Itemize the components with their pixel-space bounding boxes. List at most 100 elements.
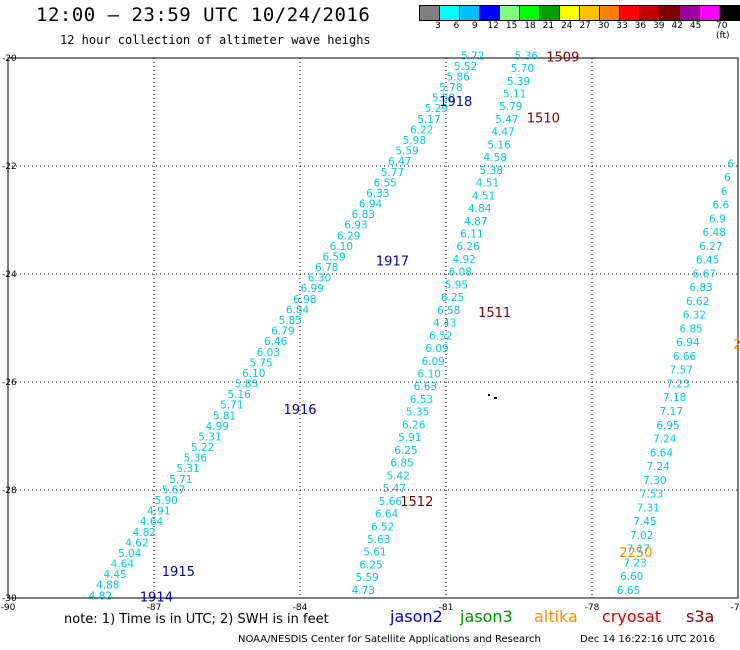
wave-height-value: 6.09 — [421, 356, 444, 368]
legend-item-jason2: jason2 — [390, 607, 443, 626]
wave-height-value: 4.64 — [140, 516, 164, 528]
wave-height-value: 6.83 — [352, 209, 375, 221]
pass-time-label: 1915 — [162, 565, 195, 580]
wave-height-value: 5.47 — [383, 483, 406, 495]
generation-timestamp: Dec 14 16:22:16 UTC 2016 — [580, 634, 715, 645]
wave-height-value: 5.04 — [118, 548, 142, 560]
wave-height-value: 4.58 — [484, 152, 507, 164]
pass-time-label: 1916 — [283, 403, 316, 418]
wave-height-value: 6.84 — [286, 304, 310, 316]
wave-height-value: 5.31 — [176, 463, 199, 475]
wave-height-value: 4.87 — [464, 216, 487, 228]
wave-height-value: 6.94 — [676, 337, 700, 349]
y-tick-label: -28 — [2, 486, 17, 496]
y-tick-label: -20 — [2, 54, 17, 64]
wave-height-value: 6.9 — [709, 213, 726, 225]
wave-height-value: 6.25 — [441, 292, 464, 304]
wave-height-value: 6.47 — [388, 156, 411, 168]
wave-height-value: 6.66 — [673, 351, 697, 363]
x-tick-label: -90 — [1, 603, 16, 613]
y-tick-label: -30 — [2, 594, 17, 604]
wave-height-value: 5.22 — [191, 442, 214, 454]
wave-height-value: 6.11 — [460, 229, 483, 241]
wave-height-value: 5.59 — [395, 146, 418, 158]
wave-height-value: 6.53 — [410, 394, 433, 406]
y-tick-label: -24 — [2, 270, 17, 280]
color-scale-label: 36 — [634, 21, 647, 31]
wave-height-value: 4.99 — [206, 421, 229, 433]
wave-height-value: 5.85 — [279, 315, 302, 327]
wave-height-value: 6.48 — [703, 227, 726, 239]
wave-height-value: 6.78 — [315, 262, 338, 274]
wave-height-value: 7.53 — [640, 489, 663, 501]
pass-time-label: 1509 — [546, 50, 579, 65]
wave-height-value: 6.58 — [437, 305, 460, 317]
wave-height-value: 5.42 — [387, 470, 410, 482]
wave-height-value: 4.51 — [476, 178, 499, 190]
map-title: 12:00 – 23:59 UTC 10/24/2016 — [36, 4, 371, 26]
wave-height-value: 4.82 — [133, 527, 156, 539]
color-scale-label: 3 — [435, 21, 441, 31]
wave-height-value: 6.10 — [418, 369, 441, 381]
wave-height-value: 5.52 — [454, 61, 477, 73]
wave-height-value: 5.58 — [432, 93, 455, 105]
wave-height-value: 6.85 — [679, 323, 702, 335]
wave-height-value: 6.26 — [456, 241, 480, 253]
wave-height-value: 6.63 — [414, 381, 437, 393]
wave-height-value: 4.64 — [111, 559, 135, 571]
wave-height-value: 6.10 — [242, 368, 265, 380]
wave-height-value: 6.26 — [402, 419, 426, 431]
wave-height-value: 6.94 — [359, 199, 383, 211]
wave-height-value: 6.45 — [696, 255, 719, 267]
wave-height-value: 5.16 — [227, 389, 251, 401]
wave-height-value: 4.84 — [468, 203, 492, 215]
wave-height-value: 6.29 — [337, 230, 360, 242]
map-frame — [7, 57, 739, 599]
wave-height-value: 5.39 — [507, 76, 530, 88]
y-tick-label: -26 — [2, 378, 17, 388]
wave-height-value: 7.18 — [663, 392, 686, 404]
wave-height-value: 4.92 — [452, 254, 475, 266]
wave-height-value: 5.31 — [198, 431, 221, 443]
stray-mark — [494, 397, 497, 399]
wave-height-value: 5.79 — [499, 101, 522, 113]
legend-item-altika: altika — [534, 607, 578, 626]
wave-height-value: 6.64 — [650, 447, 674, 459]
color-scale-label: 6 — [453, 21, 460, 31]
pass-time-label: 2250 — [619, 546, 652, 561]
wave-height-value: 6 — [727, 158, 734, 170]
wave-height-value: 5.90 — [154, 495, 177, 507]
wave-height-value: 5.36 — [515, 50, 539, 62]
color-scale-label: 9 — [471, 21, 478, 31]
wave-height-value: 4.51 — [472, 190, 495, 202]
wave-height-value: 7.30 — [643, 475, 666, 487]
wave-height-value: 6.83 — [689, 282, 712, 294]
legend-item-s3a: s3a — [686, 607, 715, 626]
color-scale-label: 33 — [616, 21, 628, 31]
color-scale-label: 15 — [505, 21, 518, 31]
wave-height-value: 5.29 — [425, 103, 448, 115]
wave-height-value: 5.36 — [184, 453, 208, 465]
pass-time-label: 1510 — [527, 111, 560, 126]
wave-height-value: 5.72 — [461, 50, 484, 62]
color-scale-label: 27 — [579, 21, 591, 31]
pass-time-label-partial: 2 — [733, 338, 740, 353]
wave-height-value: 5.75 — [249, 357, 272, 369]
wave-height-value: 4.47 — [491, 127, 514, 139]
wave-height-value: 5.71 — [220, 400, 243, 412]
wave-height-value: 5.78 — [439, 82, 462, 94]
wave-height-value: 5.70 — [511, 63, 534, 75]
wave-height-value: 6.30 — [308, 273, 331, 285]
wave-height-value: 6 — [721, 186, 728, 198]
wave-height-value: 4.73 — [352, 585, 375, 597]
wave-height-value: 5.17 — [417, 114, 440, 126]
wave-height-value: 5.86 — [446, 71, 470, 83]
wave-height-value: 6.03 — [257, 347, 280, 359]
wave-height-value: 6.08 — [449, 267, 472, 279]
wave-height-value: 6.46 — [264, 336, 288, 348]
wave-height-value: 5.81 — [213, 410, 236, 422]
wave-height-value: 6.33 — [366, 188, 389, 200]
wave-height-value: 6.10 — [330, 241, 353, 253]
wave-height-value: 5.95 — [445, 279, 468, 291]
